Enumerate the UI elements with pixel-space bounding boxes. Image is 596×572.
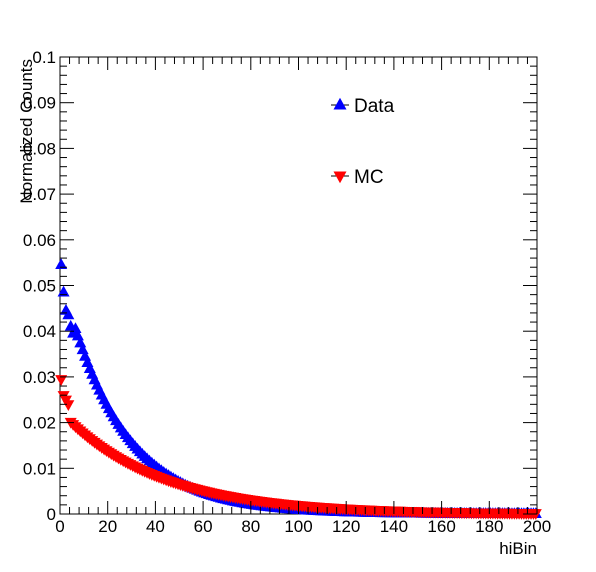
- data-point: [71, 329, 84, 341]
- axes: hiBin Normalized Counts 0 20 40 60 80 100 120 140…: [17, 48, 551, 558]
- data-point: [529, 509, 542, 520]
- x-tick-label: 20: [98, 517, 117, 536]
- data-point: [62, 400, 75, 412]
- data-point: [69, 322, 82, 334]
- y-tick-label: 0.01: [23, 459, 56, 478]
- series-layer: [55, 258, 542, 520]
- x-axis-title: hiBin: [499, 539, 537, 558]
- x-tick-label: 160: [427, 517, 455, 536]
- y-tick-label: 0.04: [23, 322, 56, 341]
- legend-marker: [333, 97, 347, 110]
- y-tick-label: 0.09: [23, 94, 56, 113]
- y-tick-label: 0.03: [23, 368, 56, 387]
- x-tick-label: 60: [194, 517, 213, 536]
- y-tick-label: 0.06: [23, 231, 56, 250]
- legend-label: Data: [354, 96, 395, 117]
- y-axis-title: Normalized Counts: [17, 59, 36, 204]
- data-point: [55, 375, 68, 386]
- x-tick-label: 80: [241, 517, 260, 536]
- y-tick-label: 0.05: [23, 277, 56, 296]
- y-tick-label: 0.02: [23, 414, 56, 433]
- x-tick-label: 200: [523, 517, 551, 536]
- series-data: [55, 258, 542, 519]
- legend: Data MC: [331, 96, 395, 188]
- legend-label: MC: [354, 167, 384, 188]
- data-point: [55, 258, 68, 270]
- x-tick-label: 40: [146, 517, 165, 536]
- y-tick-label: 0.08: [23, 139, 56, 158]
- legend-entry-mc: MC: [331, 167, 384, 188]
- x-tick-label: 100: [284, 517, 312, 536]
- legend-marker: [333, 171, 347, 184]
- data-point: [57, 285, 70, 297]
- x-tick-label: 0: [55, 517, 64, 536]
- y-tick-label: 0: [47, 505, 56, 524]
- series-mc: [55, 375, 542, 520]
- x-tick-label: 120: [332, 517, 360, 536]
- y-tick-label: 0.07: [23, 185, 56, 204]
- x-tick-label: 180: [475, 517, 503, 536]
- data-point: [62, 308, 75, 320]
- legend-entry-data: Data: [331, 96, 395, 117]
- x-tick-label: 140: [380, 517, 408, 536]
- y-tick-label: 0.1: [32, 48, 56, 67]
